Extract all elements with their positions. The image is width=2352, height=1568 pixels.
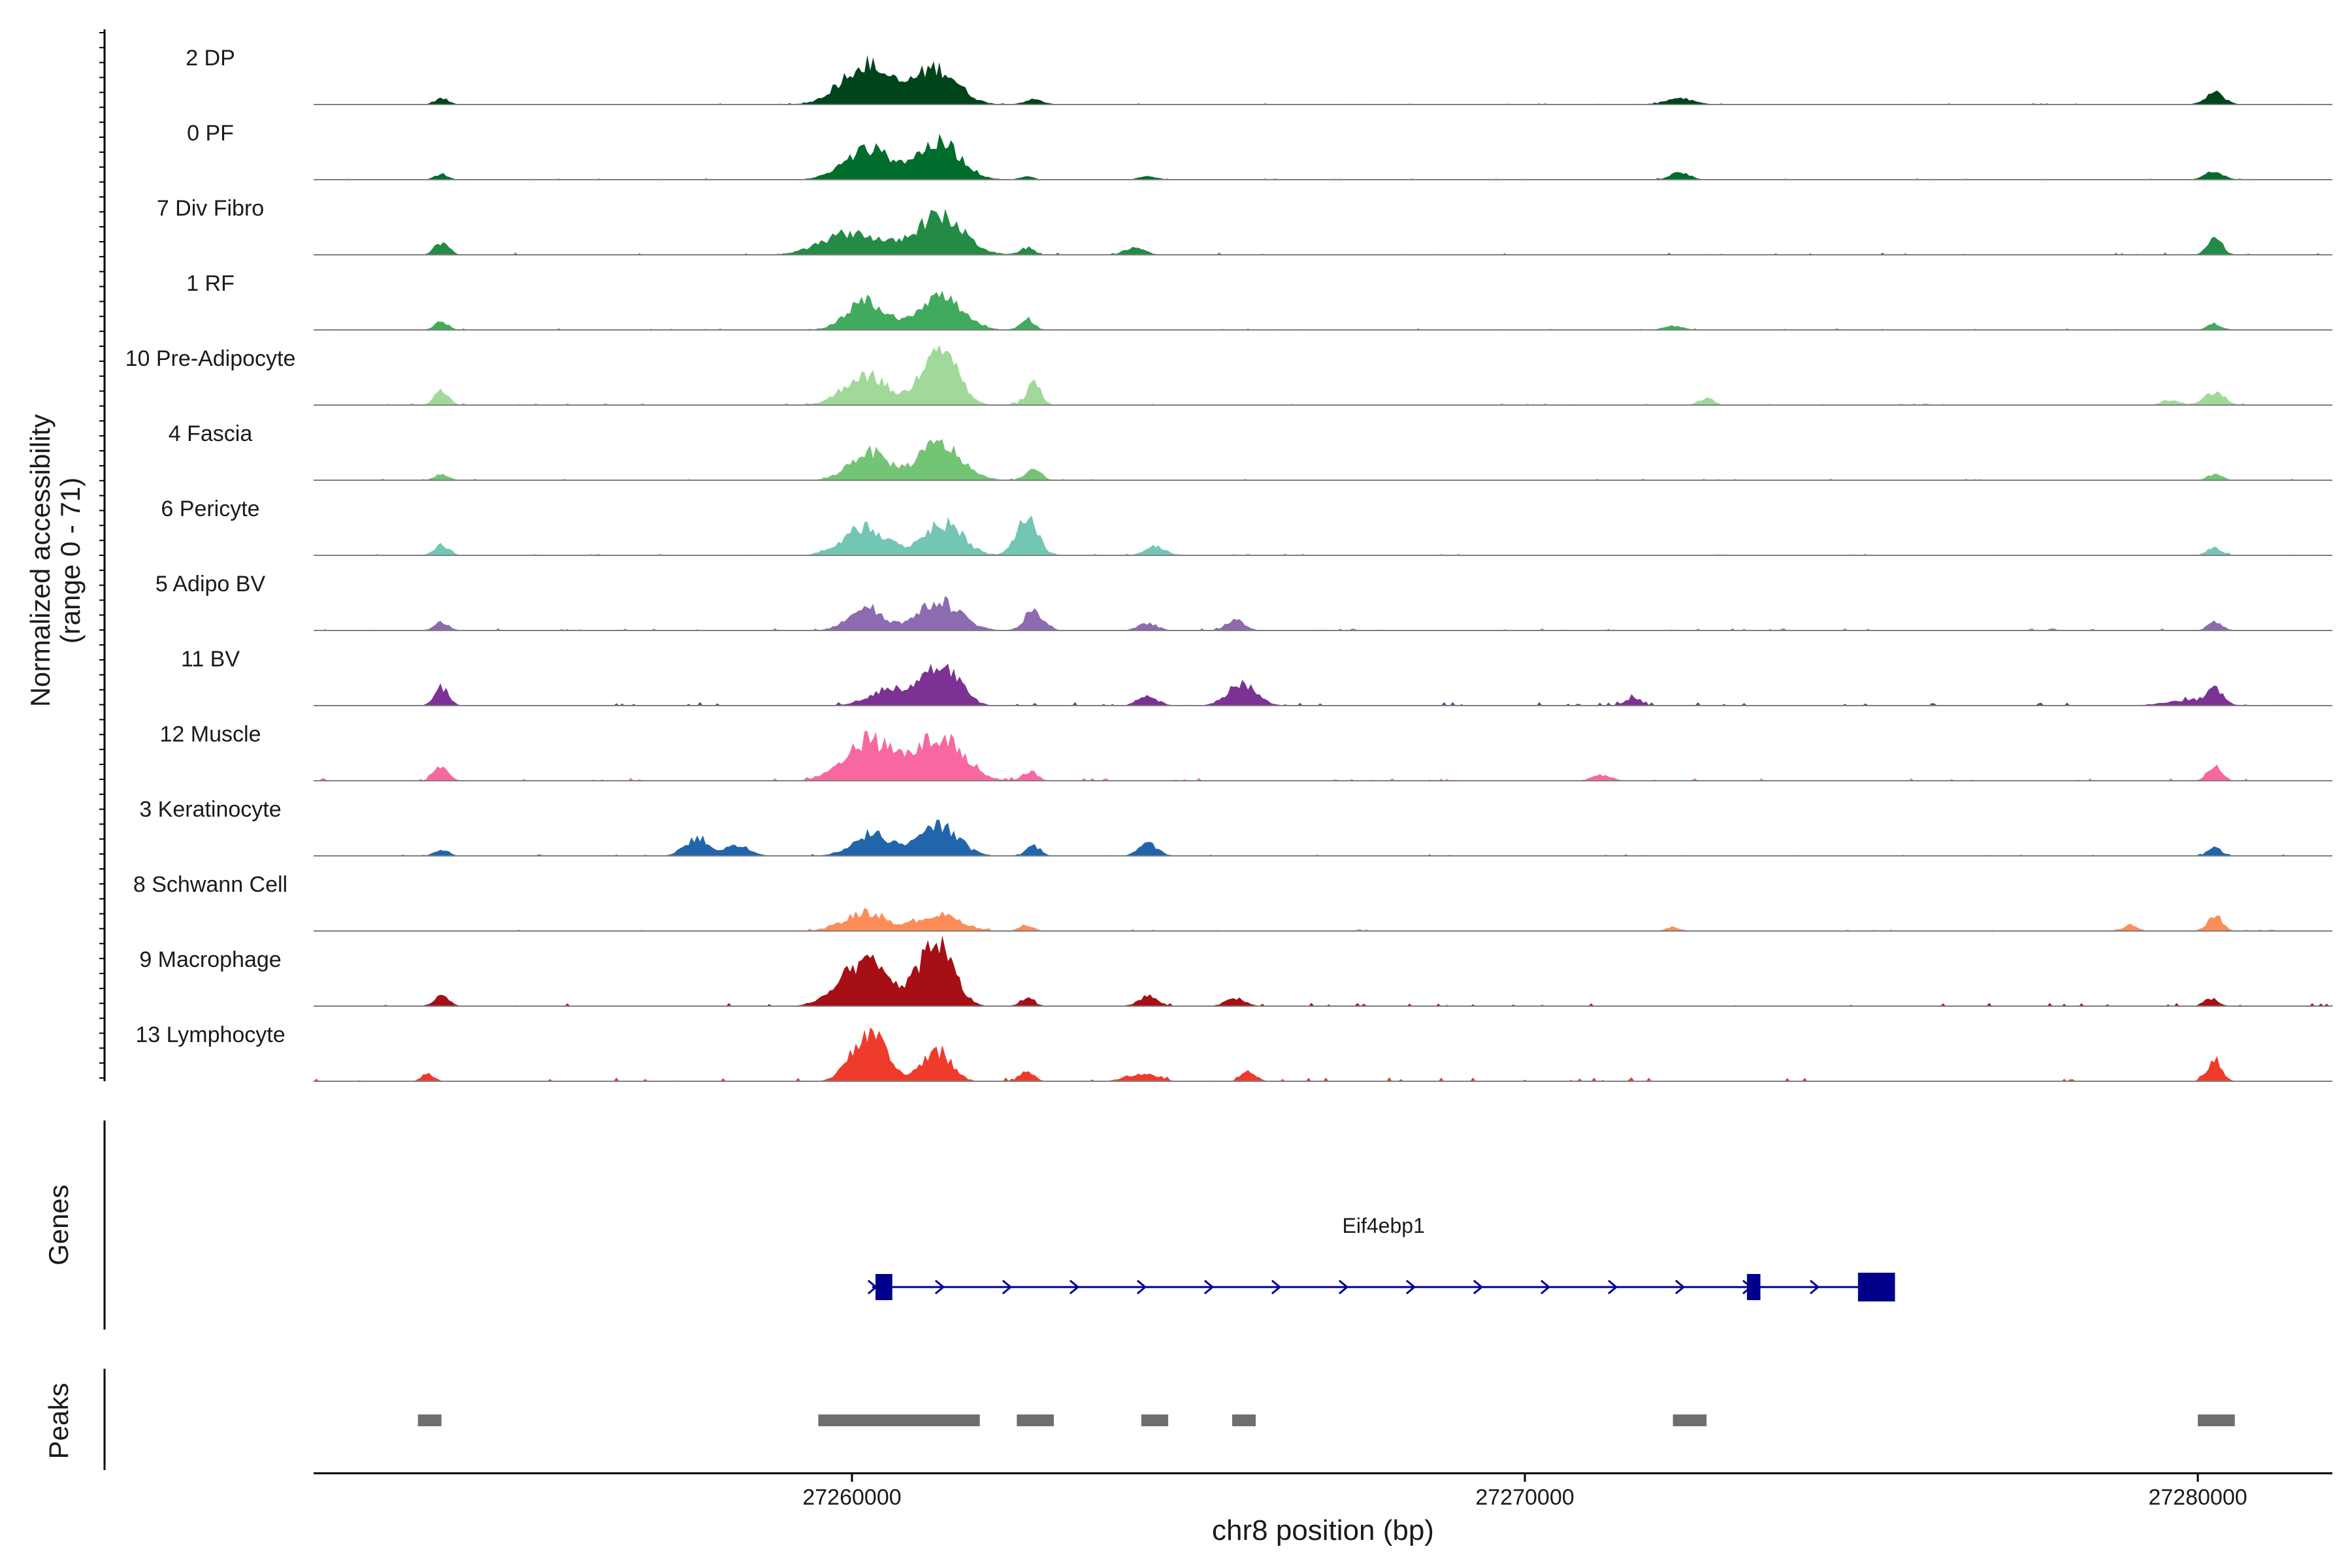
strand-arrow bbox=[1136, 1279, 1147, 1295]
peak-region bbox=[818, 1414, 980, 1426]
track-9-macrophage: 9 Macrophage bbox=[139, 935, 2332, 1007]
y-axis-title-line2: (range 0 - 71) bbox=[55, 478, 86, 644]
strand-arrow bbox=[1069, 1279, 1080, 1295]
coverage-area bbox=[314, 663, 2332, 706]
track-label: 11 BV bbox=[181, 647, 240, 672]
peak-region bbox=[1673, 1414, 1707, 1426]
coverage-area bbox=[314, 819, 2332, 856]
track-label: 6 Pericyte bbox=[161, 497, 259, 521]
track-label: 3 Keratinocyte bbox=[139, 797, 281, 822]
coverage-area bbox=[314, 291, 2332, 330]
gene-track: Eif4ebp1 bbox=[867, 1214, 1895, 1301]
strand-arrow bbox=[934, 1279, 945, 1295]
track-label: 9 Macrophage bbox=[139, 947, 281, 972]
coverage-area bbox=[314, 595, 2332, 630]
coverage-area bbox=[314, 1027, 2332, 1081]
strand-arrow bbox=[1405, 1279, 1416, 1295]
peak-region bbox=[1232, 1414, 1256, 1426]
track-4-fascia: 4 Fascia bbox=[169, 421, 2332, 481]
track-0-pf: 0 PF bbox=[187, 121, 2332, 180]
coverage-area bbox=[314, 935, 2332, 1006]
peaks-panel-title: Peaks bbox=[43, 1383, 74, 1460]
x-tick-label: 27260000 bbox=[802, 1485, 901, 1510]
track-3-keratinocyte: 3 Keratinocyte bbox=[139, 797, 2332, 857]
track-10-pre-adipocyte: 10 Pre-Adipocyte bbox=[125, 344, 2332, 406]
track-12-muscle: 12 Muscle bbox=[160, 722, 2332, 781]
coverage-area bbox=[314, 344, 2332, 405]
peak-regions bbox=[417, 1414, 2235, 1426]
strand-arrow bbox=[1002, 1279, 1013, 1295]
coverage-area bbox=[314, 208, 2332, 255]
strand-arrow bbox=[1607, 1279, 1618, 1295]
track-label: 7 Div Fibro bbox=[157, 196, 264, 221]
coverage-tracks: 2 DP 0 PF 7 Div Fibro 1 RF 10 Pre-Adipocyte 4… bbox=[125, 46, 2332, 1082]
gene-exon bbox=[1746, 1274, 1761, 1300]
coverage-area bbox=[314, 730, 2332, 781]
x-tick-label: 27280000 bbox=[2148, 1485, 2247, 1510]
gene-exon bbox=[875, 1274, 892, 1300]
strand-arrow bbox=[1338, 1279, 1349, 1295]
strand-arrow bbox=[1203, 1279, 1215, 1295]
x-tick-label: 27270000 bbox=[1475, 1485, 1574, 1510]
coverage-y-ticks bbox=[99, 32, 105, 1079]
track-2-dp: 2 DP bbox=[186, 46, 2332, 105]
track-label: 8 Schwann Cell bbox=[133, 872, 287, 897]
coverage-area bbox=[314, 907, 2332, 931]
track-5-adipo-bv: 5 Adipo BV bbox=[155, 572, 2332, 631]
track-11-bv: 11 BV bbox=[181, 647, 2332, 706]
track-label: 5 Adipo BV bbox=[155, 572, 266, 596]
genes-panel-title: Genes bbox=[43, 1184, 74, 1266]
strand-arrow bbox=[1809, 1279, 1820, 1295]
track-6-pericyte: 6 Pericyte bbox=[161, 497, 2332, 556]
strand-arrow bbox=[1271, 1279, 1282, 1295]
coverage-area bbox=[314, 55, 2332, 105]
strand-arrow bbox=[1674, 1279, 1686, 1295]
coverage-area bbox=[314, 515, 2332, 555]
strand-arrow bbox=[1473, 1279, 1484, 1295]
track-1-rf: 1 RF bbox=[186, 271, 2332, 331]
track-8-schwann-cell: 8 Schwann Cell bbox=[133, 872, 2332, 932]
x-axis-title: chr8 position (bp) bbox=[1212, 1514, 1434, 1546]
peak-region bbox=[2198, 1414, 2235, 1426]
track-label: 12 Muscle bbox=[160, 722, 261, 747]
x-axis-ticks: 27260000 27270000 27280000 bbox=[802, 1473, 2247, 1510]
track-label: 2 DP bbox=[186, 46, 235, 71]
y-axis-title-line1: Normalized accessibility bbox=[25, 414, 56, 707]
track-7-div-fibro: 7 Div Fibro bbox=[157, 196, 2332, 255]
peak-region bbox=[417, 1414, 442, 1426]
track-label: 1 RF bbox=[186, 271, 235, 296]
gene-exon bbox=[1857, 1273, 1895, 1301]
coverage-area bbox=[314, 133, 2332, 180]
track-label: 4 Fascia bbox=[169, 421, 253, 446]
peak-region bbox=[1017, 1414, 1054, 1426]
track-label: 0 PF bbox=[187, 121, 234, 146]
gene-label: Eif4ebp1 bbox=[1343, 1214, 1425, 1237]
strand-arrow bbox=[1540, 1279, 1551, 1295]
track-13-lymphocyte: 13 Lymphocyte bbox=[135, 1022, 2332, 1082]
peak-region bbox=[1141, 1414, 1169, 1426]
coverage-area bbox=[314, 439, 2332, 480]
track-label: 10 Pre-Adipocyte bbox=[125, 346, 296, 371]
track-label: 13 Lymphocyte bbox=[135, 1022, 285, 1047]
